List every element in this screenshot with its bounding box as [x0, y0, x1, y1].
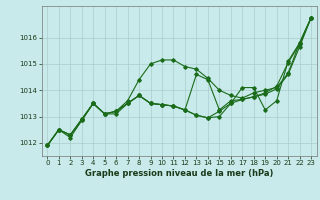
X-axis label: Graphe pression niveau de la mer (hPa): Graphe pression niveau de la mer (hPa) [85, 169, 273, 178]
